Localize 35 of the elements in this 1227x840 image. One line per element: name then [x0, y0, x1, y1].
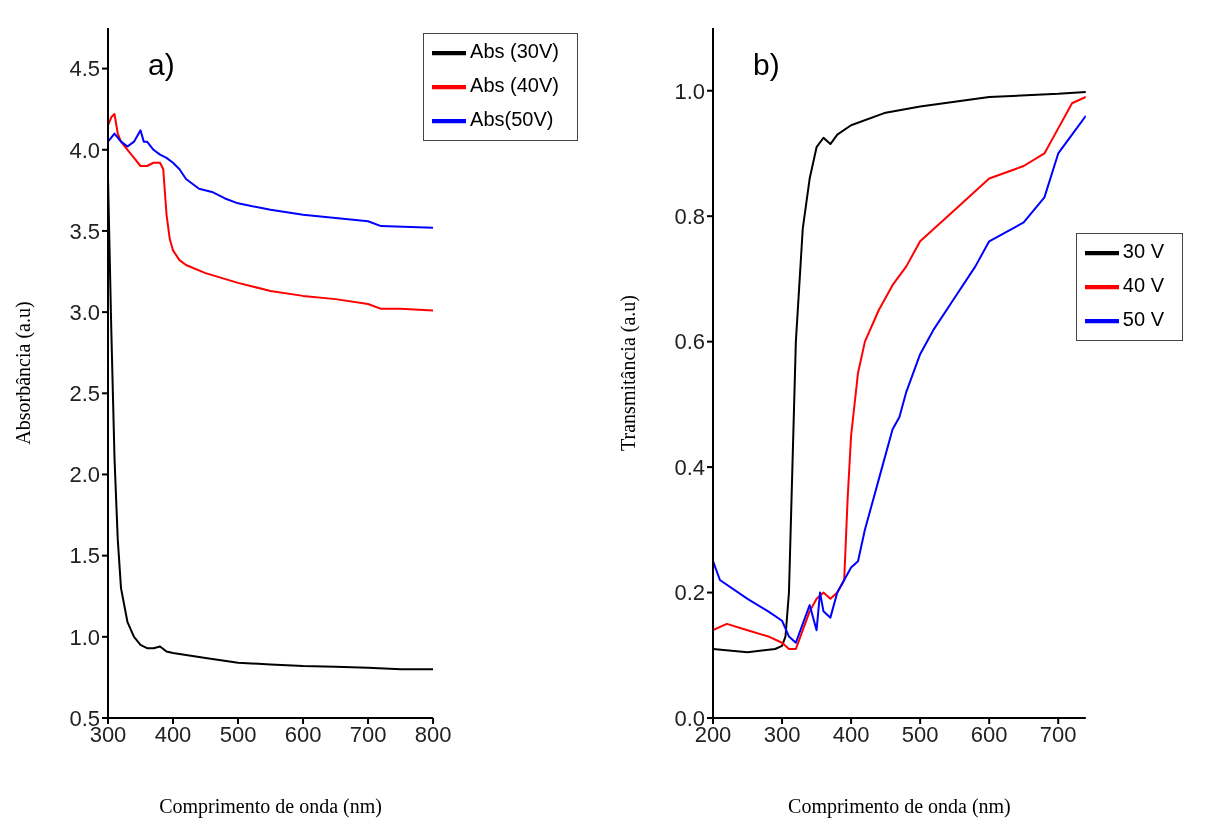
x-tick-label: 600 — [970, 721, 1008, 747]
legend-label: 40 V — [1122, 274, 1164, 297]
y-tick-label: 0.4 — [674, 454, 705, 480]
y-tick-label: 1.0 — [69, 624, 100, 650]
y-tick-label: 1.5 — [69, 543, 100, 569]
x-tick-label: 700 — [349, 721, 387, 747]
x-tick-label: 600 — [284, 721, 322, 747]
x-tick-label: 400 — [832, 721, 870, 747]
legend-label: Abs(50V) — [470, 108, 554, 131]
x-tick-label: 700 — [1039, 721, 1077, 747]
legend-label: Abs (40V) — [470, 74, 559, 97]
y-tick-label: 0.2 — [674, 580, 705, 606]
y-tick-label: 2.0 — [69, 462, 100, 488]
x-axis-title: Comprimento de onda (nm) — [788, 795, 1011, 818]
y-tick-label: 2.5 — [69, 381, 100, 407]
x-axis-title: Comprimento de onda (nm) — [159, 795, 382, 818]
x-tick-label: 300 — [763, 721, 801, 747]
y-tick-label: 0.6 — [674, 329, 705, 355]
y-tick-label: 3.0 — [69, 299, 100, 325]
legend-label: 30 V — [1122, 240, 1164, 263]
legend-label: 50 V — [1122, 308, 1164, 331]
x-tick-label: 500 — [901, 721, 939, 747]
y-tick-label: 4.0 — [69, 137, 100, 163]
annotation: a) — [148, 48, 175, 82]
y-tick-label: 0.8 — [674, 203, 705, 229]
y-tick-label: 1.0 — [674, 78, 705, 104]
y-tick-label: 3.5 — [69, 218, 100, 244]
x-tick-label: 400 — [154, 721, 192, 747]
legend-label: Abs (30V) — [470, 40, 559, 63]
y-axis-title: Absorbância (a.u) — [12, 301, 36, 445]
x-tick-label: 800 — [414, 721, 452, 747]
x-tick-label: 500 — [219, 721, 257, 747]
y-tick-label: 4.5 — [69, 56, 100, 82]
annotation: b) — [753, 48, 780, 82]
y-axis-title: Transmitância (a.u) — [617, 295, 641, 451]
